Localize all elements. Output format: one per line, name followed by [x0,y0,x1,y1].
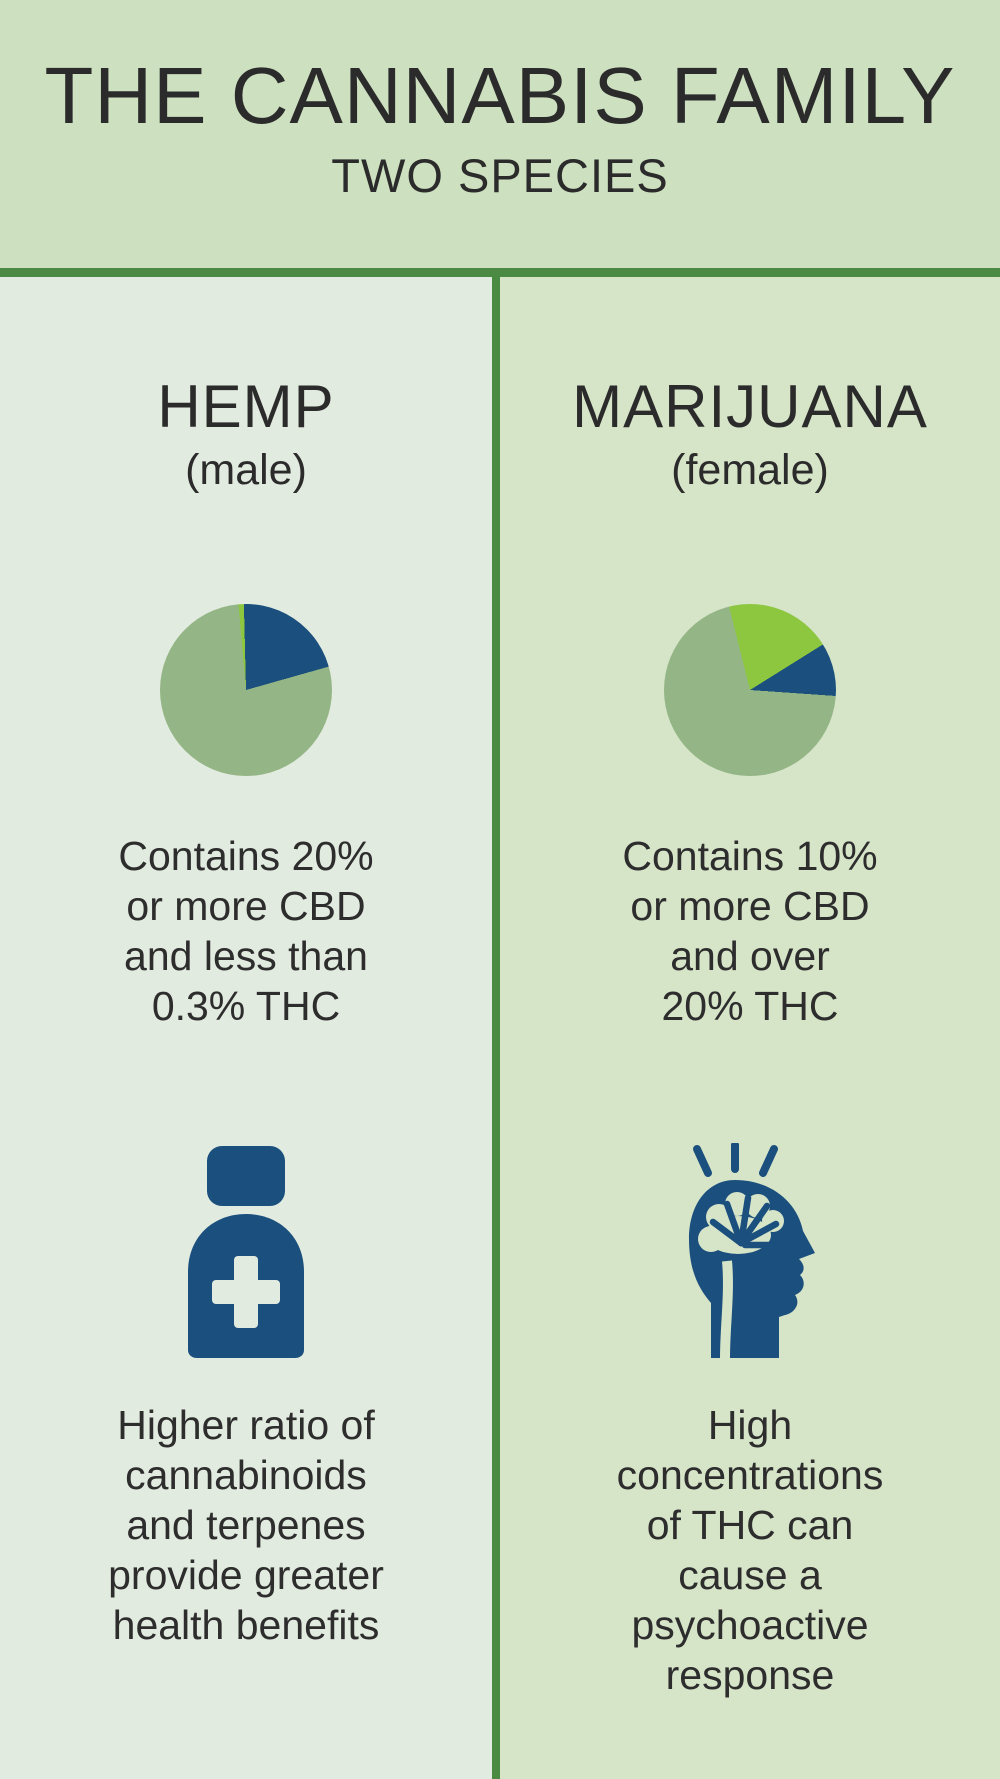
hemp-heading: HEMP [157,373,335,440]
horizontal-divider [0,268,1000,277]
marijuana-heading: MARIJUANA [572,373,928,440]
vertical-divider [492,277,500,1779]
medicine-bottle-icon [188,1146,304,1358]
hemp-icon-wrap [188,1143,304,1358]
brain-psychoactive-icon [689,1143,815,1358]
marijuana-icon-wrap [675,1143,825,1358]
marijuana-pie-chart [664,604,836,776]
marijuana-composition-text: Contains 10% or more CBD and over 20% THC [622,833,878,1029]
marijuana-description-text: High concentrations of THC can cause a psych… [616,1402,884,1698]
hemp-description-text: Higher ratio of cannabinoids and terpenes p… [108,1402,384,1648]
hemp-pie-chart [160,604,332,776]
hemp-column: HEMP (male) Contains 20% or more CBD and l… [0,277,492,1779]
comparison-columns: HEMP (male) Contains 20% or more CBD and l… [0,277,1000,1779]
page-title: THE CANNABIS FAMILY [44,51,956,140]
infographic-header: THE CANNABIS FAMILY TWO SPECIES [0,0,1000,268]
hemp-composition-text: Contains 20% or more CBD and less than 0.3%… [118,833,374,1029]
marijuana-sex-label: (female) [671,446,829,494]
page-subtitle: TWO SPECIES [331,149,669,202]
marijuana-column: MARIJUANA (female) Contains 10% or more C… [500,277,1000,1779]
hemp-sex-label: (male) [185,446,307,494]
